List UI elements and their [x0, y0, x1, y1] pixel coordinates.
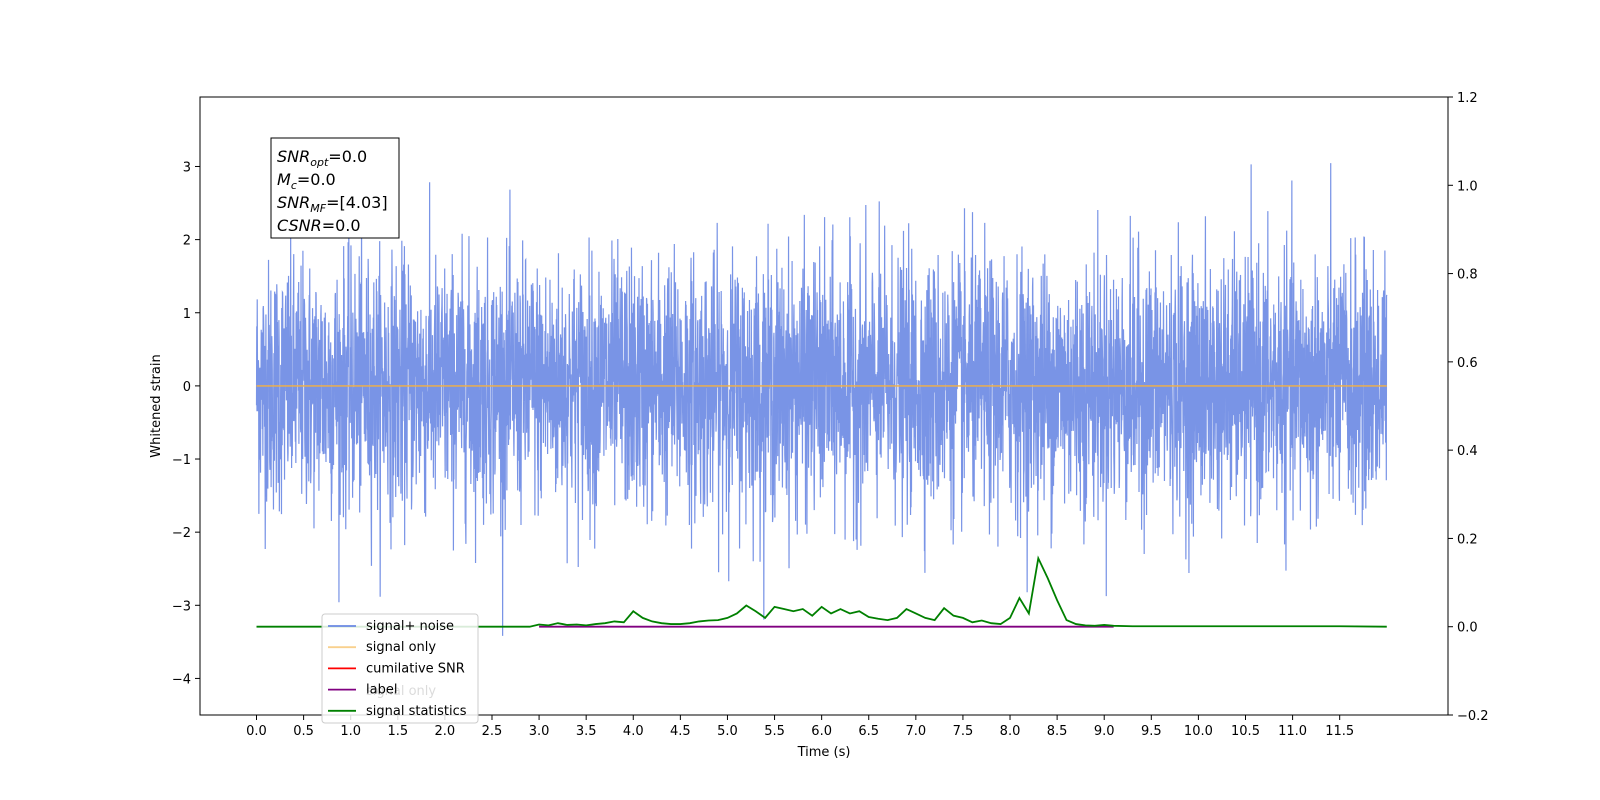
legend-ghost-text: signal only	[366, 684, 436, 699]
annotation-line: CSNR=0.0	[277, 216, 361, 235]
x-tick-label: 8.5	[1047, 724, 1068, 739]
x-tick-label: 7.0	[905, 724, 926, 739]
legend-frame	[321, 613, 479, 724]
y-tick-label: 2	[183, 234, 191, 249]
x-axis-label: Time (s)	[797, 745, 851, 760]
y-axis-ticks: 3 2 1 0 −1 −2 −3 −4	[172, 160, 200, 687]
annotation-frame	[270, 137, 400, 239]
x-tick-label: 9.0	[1094, 724, 1115, 739]
y-tick-label: 3	[183, 160, 191, 175]
x-tick-label: 0.0	[246, 724, 267, 739]
legend-entry: label	[366, 683, 397, 698]
annotation-line: Mc=0.0	[277, 170, 336, 192]
legend-entry: signal statistics	[366, 704, 467, 719]
y2-axis-ticks: 1.2 1.0 0.8 0.6 0.4 0.2 0.0 −0.2	[1448, 91, 1489, 724]
legend-entry: signal+ noise	[366, 619, 454, 634]
x-tick-label: 10.5	[1231, 724, 1260, 739]
x-tick-label: 1.5	[387, 724, 408, 739]
x-tick-label: 2.0	[435, 724, 456, 739]
y-tick-label: 1	[183, 307, 191, 322]
y-tick-label: −2	[172, 526, 191, 541]
x-tick-label: 5.5	[764, 724, 785, 739]
x-tick-label: 6.5	[858, 724, 879, 739]
x-tick-label: 3.0	[529, 724, 550, 739]
y2-tick-label: 1.0	[1457, 179, 1478, 194]
y-tick-label: 0	[183, 380, 191, 395]
x-tick-label: 4.0	[623, 724, 644, 739]
x-tick-label: 0.5	[293, 724, 314, 739]
annotation-line: SNRMF=[4.03]	[277, 193, 388, 215]
y2-tick-label: 0.8	[1457, 268, 1478, 283]
x-axis-ticks: 0.0 0.5 1.0 1.5 2.0 2.5 3.0 3.5 4.0 4.5 5.0 5.5 6.0 6…	[246, 715, 1354, 739]
y2-tick-label: 0.2	[1457, 532, 1478, 547]
x-tick-label: 7.5	[953, 724, 974, 739]
signal-noise-line	[255, 163, 1388, 636]
y2-tick-label: 0.4	[1457, 444, 1478, 459]
x-tick-label: 1.0	[340, 724, 361, 739]
x-tick-label: 8.0	[1000, 724, 1021, 739]
x-tick-label: 6.0	[811, 724, 832, 739]
legend: signal only signal+ noise signal only cumil…	[321, 613, 479, 724]
y2-tick-label: 0.0	[1457, 621, 1478, 636]
y2-tick-label: 1.2	[1457, 91, 1478, 106]
series-lines	[256, 385, 1387, 628]
legend-entry: cumilative SNR	[366, 661, 465, 676]
signal-statistics-line	[256, 555, 1387, 628]
y2-tick-label: 0.6	[1457, 356, 1478, 371]
x-tick-label: 4.5	[670, 724, 691, 739]
plot-frame	[199, 96, 1449, 716]
annotation-line: SNRopt=0.0	[277, 147, 367, 169]
x-tick-label: 2.5	[482, 724, 503, 739]
x-tick-label: 11.0	[1278, 724, 1307, 739]
y2-tick-label: −0.2	[1457, 709, 1489, 724]
x-tick-label: 10.0	[1184, 724, 1213, 739]
legend-entry: signal only	[366, 640, 436, 655]
x-tick-label: 11.5	[1325, 724, 1354, 739]
x-tick-label: 9.5	[1141, 724, 1162, 739]
signal-noise-series	[255, 163, 1388, 636]
y-tick-label: −1	[172, 453, 191, 468]
y-tick-label: −4	[172, 672, 191, 687]
x-tick-label: 5.0	[717, 724, 738, 739]
x-tick-label: 3.5	[576, 724, 597, 739]
y-axis-label: Whitened strain	[149, 354, 164, 457]
y-tick-label: −3	[172, 599, 191, 614]
